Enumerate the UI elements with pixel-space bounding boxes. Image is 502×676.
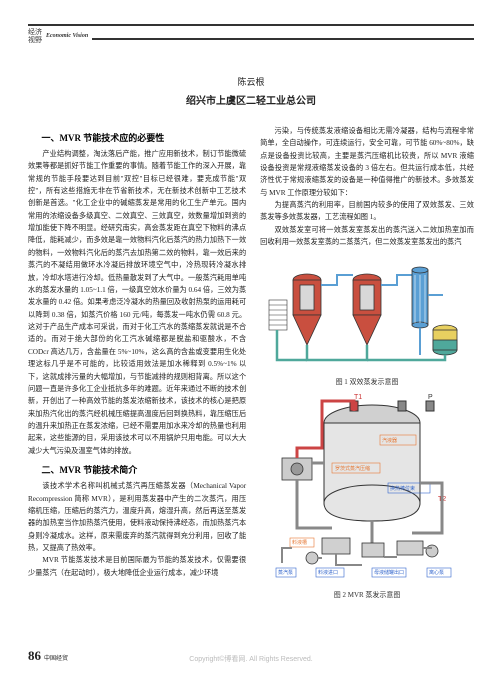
col2-para3: 双效蒸发室可将一效蒸发室蒸发出的蒸汽送入二效加热室加而回收利用一效蒸发室蒸的二蒸… (260, 224, 474, 249)
col2-para1: 污染，与传统蒸发液缩设备相比无需冷凝器，结构与流程非常简单，全自动操作，可连续运… (260, 125, 474, 199)
svg-text:料液进口: 料液进口 (318, 569, 338, 576)
author: 陈云根 (28, 75, 474, 88)
page-header: 经济 视野 Economic Vision (28, 28, 474, 45)
left-column: 一、MVR 节能技术应的必要性 产业结构调整，淘汰落后产能，推广应用新技术，制订… (28, 125, 246, 602)
header-underline (92, 32, 474, 40)
section1-heading: 一、MVR 节能技术应的必要性 (28, 131, 246, 144)
header-en: Economic Vision (46, 33, 88, 39)
svg-text:料液槽: 料液槽 (292, 539, 307, 546)
copyright: Copyright©博看网. All Rights Reserved. (0, 654, 502, 664)
col2-para2: 为提高蒸汽的利用率，目前国内较多的使用了双效蒸发、三效蒸发等多效蒸发器，工艺流程… (260, 199, 474, 224)
figure2-caption: 图 2 MVR 蒸发示意图 (260, 590, 474, 600)
svg-text:换热棒位束: 换热棒位束 (390, 485, 415, 492)
section2-heading: 二、MVR 节能技术简介 (28, 463, 246, 476)
title-block: 陈云根 绍兴市上虞区二轻工业总公司 (28, 75, 474, 107)
right-column: 污染，与传统蒸发液缩设备相比无需冷凝器，结构与流程非常简单，全自动操作，可连续运… (260, 125, 474, 602)
svg-text:离心泵: 离心泵 (429, 569, 444, 576)
figure1-svg (267, 255, 467, 375)
figure2: T1 P 汽液器 罗茨式蒸汽压缩 换热棒位束 T2 (260, 393, 474, 600)
svg-text:母液储罐出口: 母液储罐出口 (374, 569, 404, 576)
svg-text:P: P (428, 394, 433, 401)
figure1-caption: 图 1 双效蒸发示意图 (260, 377, 474, 387)
header-cn-block: 经济 视野 (28, 28, 42, 45)
svg-text:汽液器: 汽液器 (382, 437, 397, 444)
figure2-svg: T1 P 汽液器 罗茨式蒸汽压缩 换热棒位束 T2 (262, 393, 472, 588)
section1-para1: 产业结构调整，淘汰落后产能，推广应用新技术，制订节能微硫效果等都是抓好节能工作重… (28, 148, 246, 457)
section2-para2: MVR 节能蒸发技术是目前国际最为节能的蒸发技术，仅需要很少量蒸汽（在起动时），… (28, 554, 246, 579)
affiliation: 绍兴市上虞区二轻工业总公司 (28, 92, 474, 107)
header-top-rule (28, 24, 474, 26)
section2-para1: 该技术学术名称叫机械式蒸汽再压缩蒸发器（Mechanical Vapor Rec… (28, 480, 246, 554)
figure1: 图 1 双效蒸发示意图 (260, 255, 474, 387)
header-cn2: 视野 (28, 36, 42, 44)
svg-text:罗茨式蒸汽压缩: 罗茨式蒸汽压缩 (335, 465, 370, 472)
columns: 一、MVR 节能技术应的必要性 产业结构调整，淘汰落后产能，推广应用新技术，制订… (28, 125, 474, 602)
svg-text:蒸汽泵: 蒸汽泵 (278, 569, 293, 576)
